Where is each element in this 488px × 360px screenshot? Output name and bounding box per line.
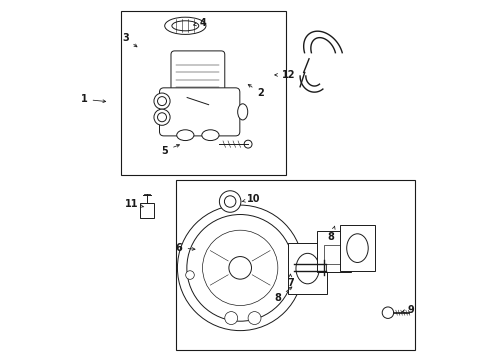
Text: 1: 1 xyxy=(81,94,105,104)
Bar xyxy=(176,180,414,350)
Circle shape xyxy=(247,312,261,324)
Bar xyxy=(121,12,285,175)
Circle shape xyxy=(228,257,251,279)
Text: 7: 7 xyxy=(286,274,293,288)
FancyBboxPatch shape xyxy=(171,51,224,101)
Text: 5: 5 xyxy=(161,144,179,156)
Bar xyxy=(339,225,375,271)
Text: 9: 9 xyxy=(401,305,413,315)
Ellipse shape xyxy=(164,17,205,35)
Bar xyxy=(287,243,326,294)
Circle shape xyxy=(202,230,277,306)
Ellipse shape xyxy=(157,113,166,122)
Text: 4: 4 xyxy=(193,18,206,28)
Circle shape xyxy=(224,196,235,207)
Circle shape xyxy=(382,307,393,319)
Ellipse shape xyxy=(244,140,251,148)
Circle shape xyxy=(224,312,237,324)
Circle shape xyxy=(177,205,303,330)
Ellipse shape xyxy=(157,96,166,105)
Ellipse shape xyxy=(154,93,170,109)
Bar xyxy=(324,244,344,264)
Ellipse shape xyxy=(171,21,198,31)
Text: 8: 8 xyxy=(327,226,334,242)
Text: 8: 8 xyxy=(274,287,291,303)
Circle shape xyxy=(185,271,194,279)
Text: 10: 10 xyxy=(242,194,261,204)
Ellipse shape xyxy=(346,234,367,262)
Text: 11: 11 xyxy=(124,199,143,209)
Ellipse shape xyxy=(154,109,170,125)
Text: 12: 12 xyxy=(274,70,294,80)
Ellipse shape xyxy=(202,130,219,140)
Text: 2: 2 xyxy=(248,85,264,98)
Circle shape xyxy=(186,215,293,321)
Ellipse shape xyxy=(237,104,247,120)
Bar xyxy=(317,231,350,273)
Ellipse shape xyxy=(176,130,194,140)
Bar xyxy=(140,203,154,218)
Text: 3: 3 xyxy=(122,33,137,47)
Text: 6: 6 xyxy=(176,243,195,253)
Ellipse shape xyxy=(295,253,319,284)
Circle shape xyxy=(219,191,241,212)
FancyBboxPatch shape xyxy=(159,88,239,136)
